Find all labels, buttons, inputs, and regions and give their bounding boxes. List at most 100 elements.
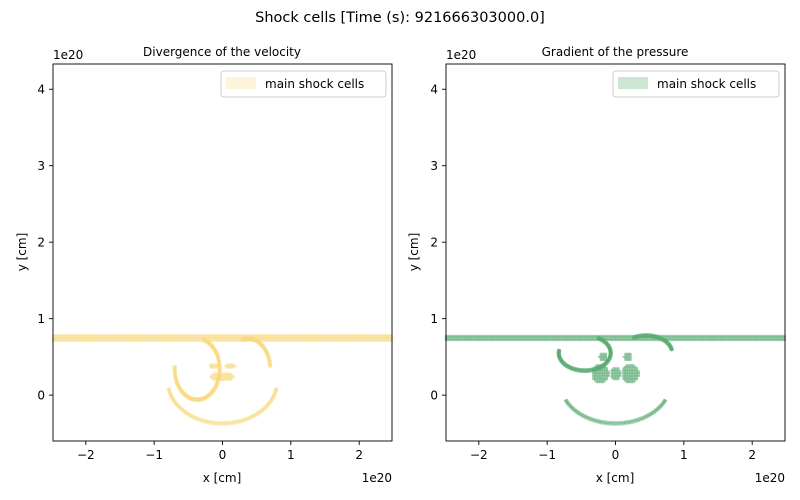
data-point — [314, 338, 317, 341]
data-point — [705, 337, 708, 340]
data-point — [625, 368, 628, 371]
data-point — [635, 419, 638, 422]
data-point — [612, 374, 615, 378]
data-point — [384, 338, 388, 341]
plot-frame — [445, 63, 786, 442]
data-point — [513, 334, 516, 338]
data-point — [289, 335, 292, 338]
data-point — [71, 338, 74, 341]
data-point — [101, 336, 104, 340]
data-point — [174, 378, 177, 382]
data-point — [548, 336, 551, 339]
data-point — [699, 334, 702, 338]
data-point — [647, 334, 650, 337]
data-point — [105, 334, 108, 337]
data-point — [239, 339, 242, 342]
data-point — [629, 374, 632, 378]
data-point — [450, 336, 453, 339]
data-point — [720, 337, 723, 340]
data-point — [214, 366, 217, 369]
data-point — [352, 338, 355, 341]
x-offset-text: 1e20 — [755, 471, 785, 485]
data-point — [693, 337, 696, 340]
data-point — [268, 354, 271, 357]
data-point — [126, 334, 129, 337]
data-point — [578, 334, 582, 338]
data-point — [691, 334, 694, 338]
data-point — [605, 337, 608, 340]
data-point — [69, 336, 72, 340]
data-point — [218, 358, 221, 361]
data-point — [160, 336, 164, 340]
data-point — [211, 363, 214, 366]
data-point — [203, 418, 206, 421]
data-point — [208, 334, 212, 337]
data-point — [619, 423, 622, 426]
data-point — [388, 338, 391, 341]
data-point — [737, 337, 740, 340]
data-point — [622, 376, 625, 379]
data-point — [244, 417, 247, 420]
data-point — [724, 336, 727, 339]
data-point — [612, 370, 615, 373]
data-point — [544, 334, 547, 338]
data-point — [207, 420, 210, 424]
data-point — [155, 335, 158, 338]
data-point — [600, 376, 603, 379]
data-point — [371, 335, 374, 338]
data-point — [97, 339, 101, 342]
data-point — [216, 420, 219, 424]
x-tick-label: 1 — [680, 448, 688, 462]
data-point — [568, 406, 572, 409]
data-point — [57, 335, 60, 338]
data-point — [718, 334, 721, 338]
data-point — [586, 418, 589, 421]
data-point — [122, 338, 125, 341]
data-point — [237, 335, 240, 338]
data-point — [82, 338, 85, 341]
data-point — [617, 336, 620, 339]
data-point — [615, 376, 618, 379]
data-point — [630, 368, 633, 371]
data-point — [138, 336, 141, 340]
data-point — [178, 339, 181, 342]
data-point — [612, 367, 615, 370]
data-point — [756, 336, 760, 339]
data-point — [197, 334, 200, 337]
data-point — [176, 334, 179, 337]
data-point — [749, 336, 752, 339]
data-point — [542, 337, 545, 340]
data-point — [617, 371, 620, 375]
data-point — [628, 338, 631, 342]
data-point — [273, 339, 277, 342]
data-point — [629, 367, 632, 370]
data-point — [210, 334, 213, 337]
data-point — [69, 334, 72, 337]
data-point — [565, 336, 568, 339]
data-point — [189, 335, 192, 338]
data-point — [289, 338, 292, 341]
data-point — [599, 355, 602, 358]
data-point — [635, 367, 639, 370]
data-point — [212, 377, 215, 380]
data-point — [731, 334, 735, 338]
data-point — [460, 334, 463, 338]
data-point — [623, 367, 627, 370]
data-point — [448, 337, 451, 340]
data-point — [600, 368, 603, 371]
data-point — [615, 374, 618, 378]
data-point — [240, 337, 243, 340]
data-point — [71, 336, 74, 340]
data-point — [304, 335, 307, 338]
data-point — [218, 339, 221, 342]
data-point — [197, 338, 200, 341]
data-point — [741, 338, 744, 342]
data-point — [751, 334, 754, 338]
data-point — [258, 334, 261, 337]
data-point — [134, 338, 137, 341]
data-point — [233, 375, 236, 378]
data-point — [199, 336, 202, 340]
data-point — [634, 376, 637, 379]
data-point — [268, 357, 271, 360]
